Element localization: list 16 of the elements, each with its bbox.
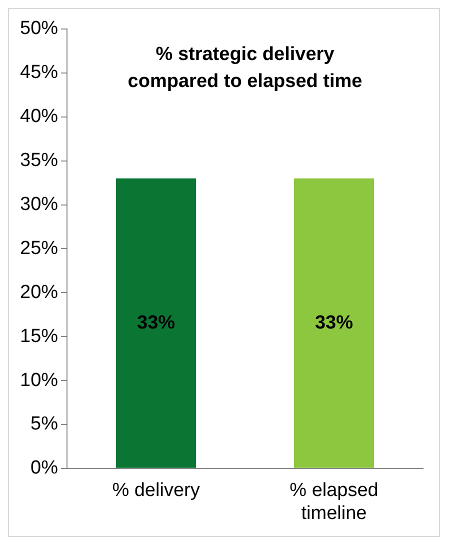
y-tick-label: 0% xyxy=(30,458,58,479)
y-tick-label: 25% xyxy=(20,238,58,259)
y-tick-label: 5% xyxy=(30,414,58,435)
x-tick-label: % delivery xyxy=(112,480,200,502)
data-label: 33% xyxy=(314,312,354,334)
text: % strategic delivery compared to elapsed time xyxy=(128,44,362,92)
y-tick-label: 20% xyxy=(20,282,58,303)
y-tick-label: 40% xyxy=(20,106,58,128)
y-tick-label: 10% xyxy=(20,370,58,391)
y-tick-label: 35% xyxy=(20,150,58,172)
data-label: 33% xyxy=(137,312,176,334)
y-tick-label: 30% xyxy=(20,194,58,215)
x-tick-label: % elapsed timeline xyxy=(290,480,378,524)
y-tick-label: 15% xyxy=(20,326,58,347)
y-tick-label: 50% xyxy=(20,18,58,40)
y-tick-label: 45% xyxy=(20,62,58,84)
